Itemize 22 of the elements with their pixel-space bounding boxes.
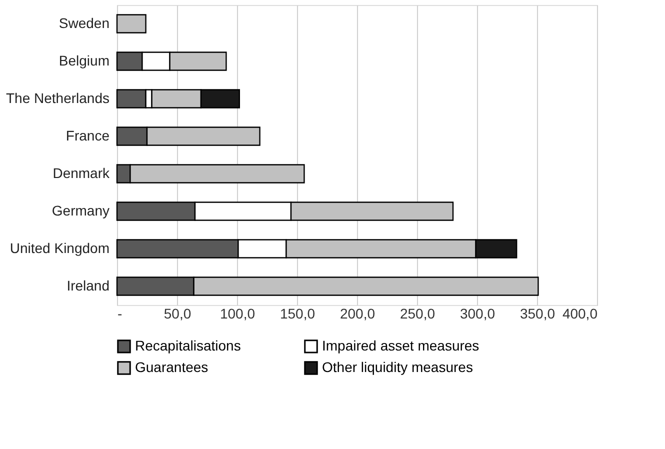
x-tick-label: 100,0: [220, 306, 256, 322]
y-tick-label: Denmark: [52, 164, 110, 181]
x-tick-label: 200,0: [340, 306, 376, 322]
bar: [116, 14, 146, 34]
x-tick-label: 350,0: [520, 306, 556, 322]
y-tick-label: Belgium: [58, 52, 110, 68]
legend-label: Other liquidity measures: [322, 359, 473, 375]
x-tick-label: -: [118, 306, 122, 322]
x-tick-label: 300,0: [460, 306, 496, 322]
x-tick-label: 50,0: [164, 306, 192, 322]
y-tick-label: Germany: [52, 202, 110, 218]
legend-label: Guarantees: [135, 359, 208, 375]
y-tick-label: United Kingdom: [10, 240, 110, 256]
x-tick-label: 150,0: [280, 306, 316, 322]
y-tick-label: Sweden: [58, 14, 110, 31]
y-tick-label: France: [66, 127, 110, 144]
legend-label: Impaired asset measures: [322, 337, 480, 354]
y-tick-label: Ireland: [66, 277, 110, 294]
legend-label: Recapitalisations: [135, 337, 241, 354]
y-tick-label: The Netherlands: [6, 90, 110, 106]
x-tick-label: 250,0: [400, 306, 436, 322]
x-tick-label: 400,0: [562, 306, 598, 322]
